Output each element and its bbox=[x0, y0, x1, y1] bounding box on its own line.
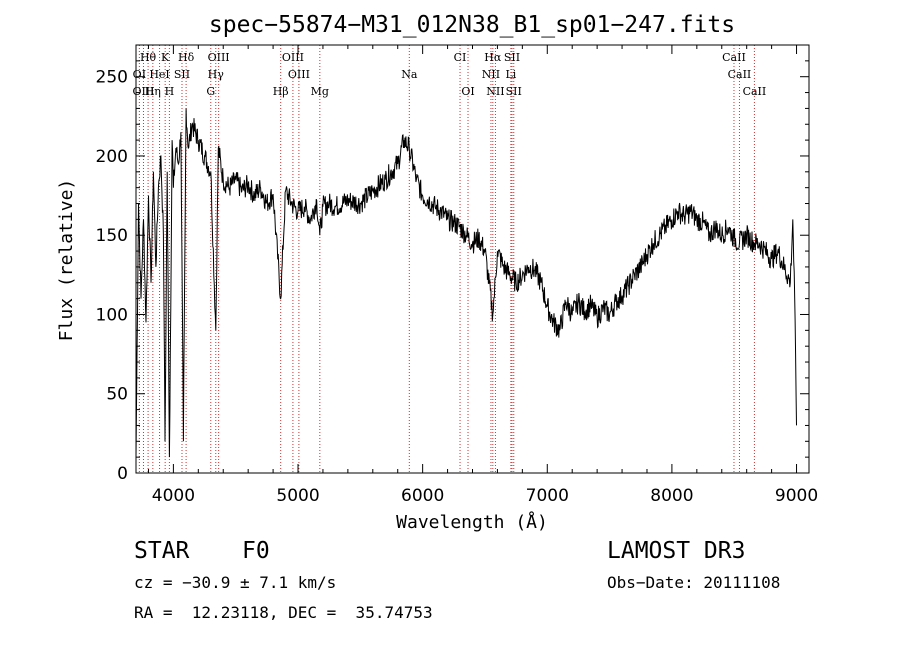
line-marker-label-17: CaII bbox=[728, 68, 752, 81]
line-marker-label-23: Mg bbox=[311, 85, 329, 98]
line-markers bbox=[138, 45, 755, 473]
line-marker-label-12: Hγ bbox=[208, 68, 225, 81]
y-tick-label-250: 250 bbox=[96, 68, 128, 88]
line-marker-label-19: Hη bbox=[145, 85, 161, 98]
line-marker-label-21: G bbox=[206, 85, 215, 98]
x-tick-label-6000: 6000 bbox=[401, 486, 444, 506]
y-tick-label-0: 0 bbox=[117, 464, 128, 484]
line-marker-label-2: Hδ bbox=[178, 51, 195, 64]
line-marker-label-11: SII bbox=[174, 68, 190, 81]
line-marker-label-15: NII bbox=[482, 68, 500, 81]
line-marker-label-5: CI bbox=[454, 51, 467, 64]
object-class: STAR bbox=[134, 538, 190, 564]
line-marker-label-24: OI bbox=[461, 85, 474, 98]
redshift-value: cz = −30.9 ± 7.1 km/s bbox=[134, 573, 337, 592]
plot-frame bbox=[135, 44, 810, 474]
line-marker-label-25: NII bbox=[486, 85, 504, 98]
line-marker-label-14: Na bbox=[401, 68, 418, 81]
y-tick-label-50: 50 bbox=[106, 385, 128, 405]
line-marker-label-26: SII bbox=[506, 85, 522, 98]
y-axis-label: Flux (relative) bbox=[56, 179, 77, 342]
y-axis-ticks: 0 50 100 150 200 250 bbox=[96, 44, 809, 484]
line-marker-label-4: OIII bbox=[282, 51, 304, 64]
chart-title: spec−55874−M31_012N38_B1_sp01−247.fits bbox=[209, 12, 735, 38]
y-tick-label-150: 150 bbox=[96, 226, 128, 246]
coordinates: RA = 12.23118, DEC = 35.74753 bbox=[134, 603, 433, 622]
line-marker-label-0: Hθ bbox=[140, 51, 157, 64]
x-axis-ticks: 4000 5000 6000 7000 8000 9000 bbox=[147, 45, 818, 506]
line-marker-label-10: HeI bbox=[149, 68, 169, 81]
y-tick-label-100: 100 bbox=[96, 305, 128, 325]
line-marker-label-22: Hβ bbox=[273, 85, 289, 98]
line-marker-label-1: K bbox=[161, 51, 170, 64]
y-tick-label-200: 200 bbox=[96, 147, 128, 167]
x-axis-label: Wavelength (Å) bbox=[396, 511, 548, 533]
spectrum-line bbox=[135, 108, 797, 458]
line-marker-label-3: OIII bbox=[208, 51, 230, 64]
x-tick-label-8000: 8000 bbox=[650, 486, 693, 506]
line-marker-label-27: CaII bbox=[743, 85, 767, 98]
line-marker-label-9: OI bbox=[133, 68, 146, 81]
x-tick-label-9000: 9000 bbox=[775, 486, 818, 506]
line-marker-label-7: SII bbox=[504, 51, 520, 64]
line-marker-label-6: Hα bbox=[484, 51, 502, 64]
line-marker-label-16: Li bbox=[505, 68, 516, 81]
line-marker-label-13: OIII bbox=[288, 68, 310, 81]
object-subclass: F0 bbox=[242, 538, 270, 564]
x-tick-label-4000: 4000 bbox=[152, 486, 195, 506]
x-tick-label-5000: 5000 bbox=[276, 486, 319, 506]
obs-date: Obs−Date: 20111108 bbox=[607, 573, 781, 592]
line-marker-label-8: CaII bbox=[722, 51, 746, 64]
line-marker-label-20: H bbox=[165, 85, 175, 98]
x-tick-label-7000: 7000 bbox=[526, 486, 569, 506]
line-marker-label-18: OIII bbox=[132, 85, 154, 98]
survey-name: LAMOST DR3 bbox=[607, 538, 746, 564]
